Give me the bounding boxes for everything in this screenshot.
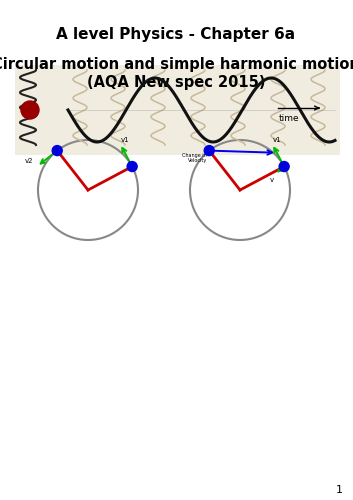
Text: v1: v1 <box>121 136 130 142</box>
Text: 1: 1 <box>335 485 342 495</box>
Circle shape <box>204 146 214 156</box>
Bar <box>15 65 340 155</box>
Circle shape <box>279 162 289 172</box>
Circle shape <box>127 162 137 172</box>
Circle shape <box>52 146 62 156</box>
Text: Circular motion and simple harmonic motion: Circular motion and simple harmonic moti… <box>0 58 353 72</box>
Text: Change in
Velocity: Change in Velocity <box>183 152 207 164</box>
Text: (AQA New spec 2015): (AQA New spec 2015) <box>87 74 265 90</box>
Text: v1: v1 <box>273 136 282 142</box>
Text: v: v <box>269 176 274 182</box>
Circle shape <box>21 101 39 119</box>
Text: time: time <box>279 114 300 123</box>
Text: v2: v2 <box>25 158 34 164</box>
Text: A level Physics - Chapter 6a: A level Physics - Chapter 6a <box>56 28 295 42</box>
